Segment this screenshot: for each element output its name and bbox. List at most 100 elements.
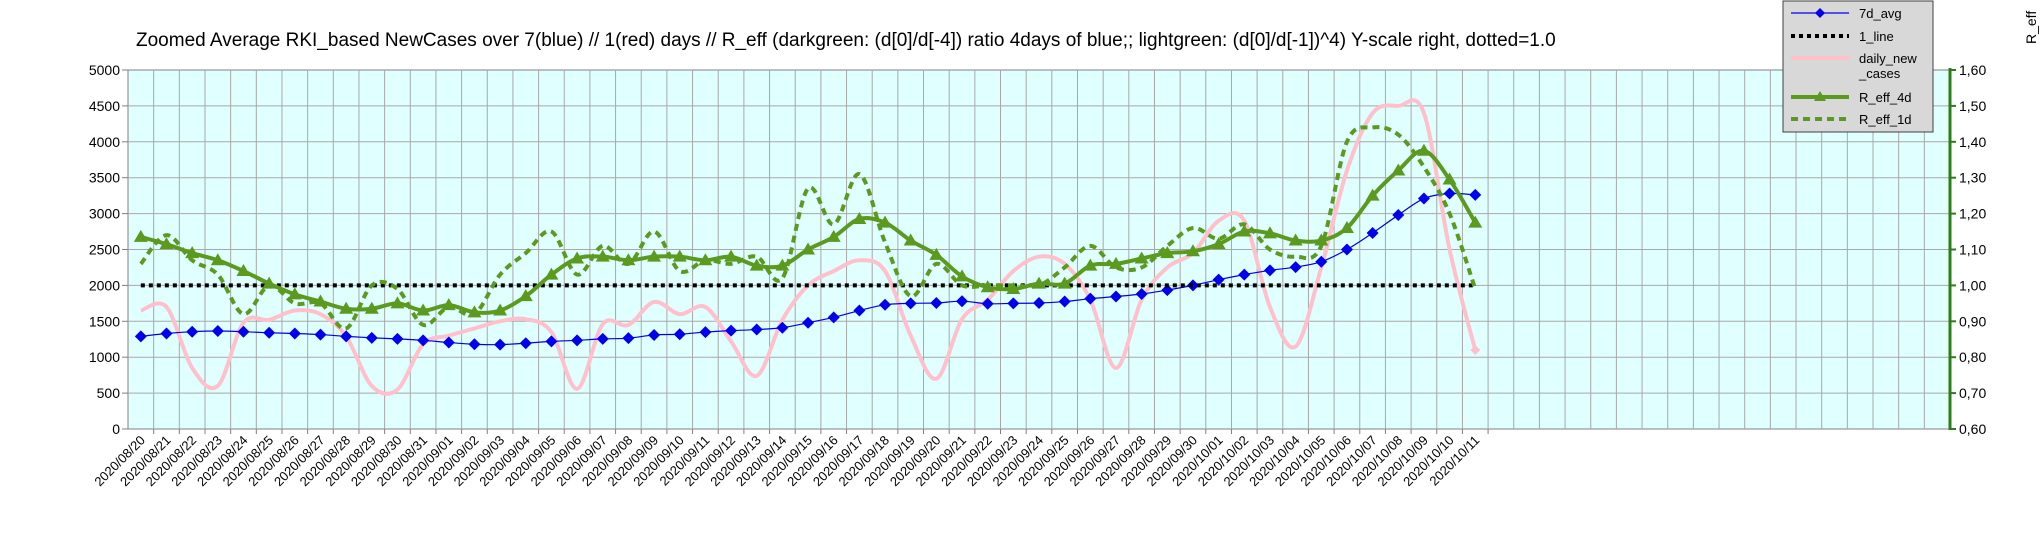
- data-point-r-eff-4d: [467, 305, 482, 318]
- data-point-7d-avg: [186, 325, 199, 338]
- data-point-7d-avg: [1263, 264, 1276, 277]
- data-point-r-eff-4d: [749, 258, 764, 271]
- data-point-7d-avg: [545, 335, 558, 348]
- right-tick-label: 1,30: [1959, 170, 1986, 186]
- data-point-7d-avg: [1109, 290, 1122, 303]
- data-point-7d-avg: [1366, 226, 1379, 239]
- left-tick-label: 3000: [89, 206, 120, 222]
- data-point-7d-avg: [211, 324, 224, 337]
- data-point-r-eff-4d: [570, 251, 585, 264]
- data-point-7d-avg: [1417, 192, 1430, 205]
- legend-label-7d-avg: 7d_avg: [1859, 6, 1902, 21]
- data-point-r-eff-4d: [185, 246, 200, 259]
- data-point-daily-new-cases: [1470, 345, 1481, 356]
- data-point-r-eff-4d: [826, 229, 841, 242]
- data-point-7d-avg: [776, 321, 789, 334]
- data-point-r-eff-4d: [390, 296, 405, 309]
- data-point-r-eff-4d: [1365, 188, 1380, 201]
- left-tick-label: 4000: [89, 134, 120, 150]
- legend-marker-r-eff-4d: [1814, 91, 1826, 101]
- right-tick-label: 0,70: [1959, 385, 1986, 401]
- data-point-r-eff-4d: [1391, 163, 1406, 176]
- data-point-7d-avg: [596, 332, 609, 345]
- data-point-7d-avg: [263, 326, 276, 339]
- data-point-r-eff-4d: [1262, 226, 1277, 239]
- data-point-7d-avg: [904, 297, 917, 310]
- data-point-7d-avg: [1238, 268, 1251, 281]
- right-tick-label: 0,80: [1959, 349, 1986, 365]
- data-point-r-eff-4d: [1032, 276, 1046, 289]
- data-point-7d-avg: [673, 328, 686, 341]
- data-point-7d-avg: [802, 316, 815, 329]
- data-point-7d-avg: [237, 325, 250, 338]
- legend-label-r-eff-1d: R_eff_1d: [1859, 112, 1912, 127]
- data-point-7d-avg: [134, 330, 147, 343]
- data-point-r-eff-4d: [852, 211, 867, 224]
- data-point-7d-avg: [1007, 297, 1020, 310]
- data-point-r-eff-4d: [493, 303, 508, 316]
- data-point-r-eff-4d: [647, 249, 662, 262]
- data-point-7d-avg: [1058, 295, 1071, 308]
- data-point-r-eff-4d: [313, 294, 328, 307]
- series-layer: [133, 98, 1483, 396]
- data-point-r-eff-4d: [775, 258, 790, 271]
- data-point-7d-avg: [417, 334, 430, 347]
- right-tick-label: 0,60: [1959, 421, 1986, 437]
- left-tick-label: 0: [112, 421, 120, 437]
- data-point-7d-avg: [442, 336, 455, 349]
- data-point-7d-avg: [494, 338, 507, 351]
- data-point-r-eff-4d: [929, 247, 944, 260]
- data-point-r-eff-4d: [441, 298, 456, 311]
- series-line-r-eff-1d: [139, 125, 1478, 331]
- data-point-7d-avg: [1135, 288, 1148, 301]
- data-point-r-eff-4d: [416, 303, 431, 316]
- right-tick-label: 1,00: [1959, 277, 1986, 293]
- legend: 7d_avg 1_line daily_new _cases R_eff_4d R_eff…: [1782, 0, 1934, 133]
- data-point-r-eff-4d: [1108, 256, 1123, 269]
- legend-box: [1782, 0, 1934, 133]
- left-tick-label: 2000: [89, 277, 120, 293]
- left-tick-label: 4500: [89, 98, 120, 114]
- data-point-7d-avg: [340, 330, 353, 343]
- data-point-r-eff-4d: [1314, 233, 1329, 246]
- data-point-7d-avg: [725, 324, 738, 337]
- right-tick-label: 0,90: [1959, 313, 1986, 329]
- right-tick-label: 1,40: [1959, 134, 1986, 150]
- left-tick-label: 1000: [89, 349, 120, 365]
- data-point-7d-avg: [160, 327, 173, 340]
- data-point-r-eff-4d: [518, 289, 533, 302]
- data-point-7d-avg: [1315, 255, 1328, 268]
- data-point-r-eff-4d: [595, 249, 610, 262]
- data-point-r-eff-4d: [1160, 246, 1175, 259]
- right-axis-label: R_eff: [2023, 11, 2039, 44]
- grid: [128, 70, 1950, 429]
- legend-label-1-line: 1_line: [1859, 29, 1894, 44]
- data-point-7d-avg: [1212, 273, 1225, 286]
- data-point-r-eff-4d: [1288, 233, 1303, 246]
- left-tick-label: 3500: [89, 170, 120, 186]
- data-point-7d-avg: [1469, 188, 1482, 201]
- legend-label-r-eff-4d: R_eff_4d: [1859, 90, 1912, 105]
- data-point-r-eff-4d: [801, 242, 816, 255]
- data-point-7d-avg: [1443, 187, 1456, 200]
- data-point-7d-avg: [365, 331, 378, 344]
- data-point-7d-avg: [288, 327, 301, 340]
- legend-label-daily-new-cases: daily_new _cases: [1858, 51, 1917, 81]
- data-point-r-eff-4d: [1442, 172, 1457, 185]
- data-point-r-eff-4d: [1237, 224, 1252, 237]
- data-point-7d-avg: [879, 298, 892, 311]
- data-point-r-eff-4d: [364, 301, 379, 314]
- data-point-r-eff-4d: [1416, 143, 1431, 156]
- data-point-7d-avg: [1289, 261, 1302, 274]
- legend-marker-7d-avg: [1815, 8, 1825, 18]
- data-point-r-eff-4d: [1006, 281, 1021, 294]
- right-tick-label: 1,50: [1959, 98, 1986, 114]
- data-point-r-eff-4d: [544, 267, 559, 280]
- data-point-7d-avg: [981, 297, 994, 310]
- data-point-r-eff-4d: [262, 276, 277, 289]
- data-point-r-eff-4d: [210, 253, 225, 266]
- data-point-7d-avg: [1392, 209, 1405, 222]
- data-point-r-eff-4d: [1083, 258, 1098, 271]
- data-point-7d-avg: [930, 296, 943, 309]
